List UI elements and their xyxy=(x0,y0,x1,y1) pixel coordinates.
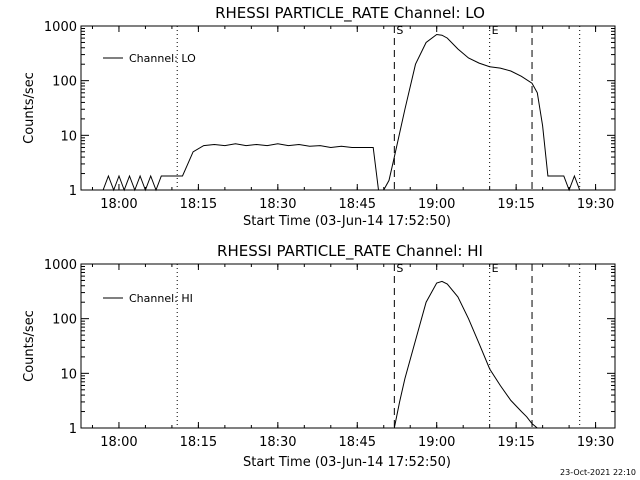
x-tick-label: 18:00 xyxy=(100,197,137,212)
x-tick-label: 19:15 xyxy=(497,197,534,212)
y-tick-label: 100 xyxy=(52,313,77,328)
series-line-lo xyxy=(81,33,585,192)
x-tick-label: 19:30 xyxy=(577,435,614,450)
x-tick-label: 18:30 xyxy=(259,435,296,450)
y-axis-label: Counts/sec xyxy=(22,72,37,144)
x-tick-label: 18:45 xyxy=(339,197,376,212)
y-tick-label: 1 xyxy=(69,422,77,437)
panel-hi: RHESSI PARTICLE_RATE Channel: HI S E 18:0… xyxy=(22,242,616,470)
plot-frame xyxy=(80,263,616,429)
timestamp: 23-Oct-2021 22:10 xyxy=(560,468,636,477)
legend: Channel: HI xyxy=(103,292,193,305)
y-tick-label: 1 xyxy=(69,184,77,199)
x-axis-label: Start Time (03-Jun-14 17:52:50) xyxy=(243,455,451,470)
y-tick-label: 1000 xyxy=(44,20,77,35)
legend: Channel: LO xyxy=(103,52,196,65)
x-tick-label: 19:30 xyxy=(577,197,614,212)
chart-title: RHESSI PARTICLE_RATE Channel: HI xyxy=(217,242,483,261)
x-tick-label: 19:15 xyxy=(497,435,534,450)
y-tick-label: 10 xyxy=(60,129,77,144)
panel-lo: RHESSI PARTICLE_RATE Channel: LO S E 18:0… xyxy=(22,4,616,229)
y-tick-label: 1000 xyxy=(44,258,77,273)
legend-label: Channel: HI xyxy=(129,292,193,305)
x-tick-label: 18:15 xyxy=(180,197,217,212)
x-tick-label: 18:45 xyxy=(339,435,376,450)
y-axis-label: Counts/sec xyxy=(22,310,37,382)
marker-label: E xyxy=(492,262,499,275)
x-tick-label: 19:00 xyxy=(418,197,455,212)
y-tick-label: 10 xyxy=(60,367,77,382)
marker-label: S xyxy=(396,262,403,275)
plot-frame xyxy=(80,25,616,191)
x-tick-label: 18:15 xyxy=(180,435,217,450)
legend-label: Channel: LO xyxy=(129,52,196,65)
series-line-hi xyxy=(393,280,538,429)
y-tick-label: 100 xyxy=(52,75,77,90)
marker-label: E xyxy=(492,24,499,37)
x-tick-label: 19:00 xyxy=(418,435,455,450)
x-tick-label: 18:00 xyxy=(100,435,137,450)
x-tick-label: 18:30 xyxy=(259,197,296,212)
marker-label: S xyxy=(396,24,403,37)
x-axis-label: Start Time (03-Jun-14 17:52:50) xyxy=(243,214,451,229)
chart-title: RHESSI PARTICLE_RATE Channel: LO xyxy=(215,4,485,23)
